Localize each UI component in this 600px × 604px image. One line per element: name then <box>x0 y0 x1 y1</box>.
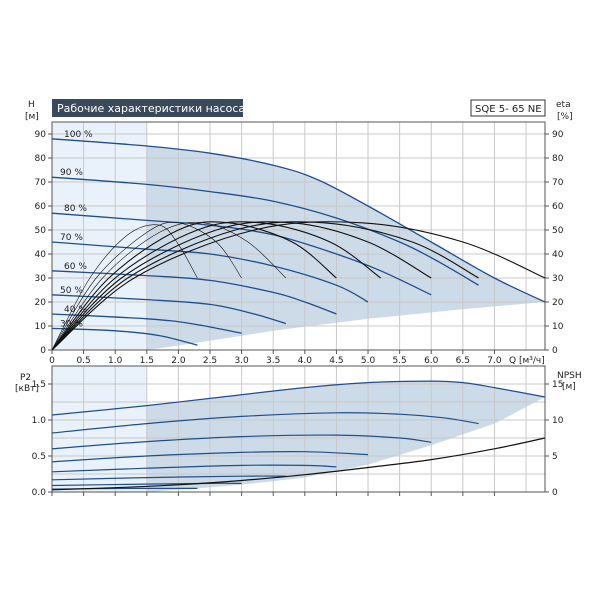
eta-curve <box>51 221 546 351</box>
head-tick-label: 0 <box>40 346 46 356</box>
head-curve-100pct <box>51 138 546 303</box>
x-tick-label: 6.5 <box>456 356 470 366</box>
x-tick-label: 4.0 <box>298 356 313 366</box>
eta-tick-label: 80 <box>552 154 564 164</box>
x-tick-label: 2.5 <box>203 356 217 366</box>
eta-tick-label: 70 <box>552 178 564 188</box>
speed-label: 100 % <box>64 130 93 140</box>
x-tick-label: 0 <box>49 356 55 366</box>
eta-curve <box>51 221 337 351</box>
chart-labels: Рабочие характеристики насоса SQE 5- 65 … <box>15 99 582 394</box>
eta-tick-label: 60 <box>552 202 564 212</box>
power-left-region <box>52 366 147 492</box>
npsh-tick-label: 15 <box>552 380 563 390</box>
head-curve-90pct <box>51 176 479 286</box>
power-tick-label: 0.5 <box>32 452 46 462</box>
head-left-region <box>52 122 147 350</box>
x-tick-label: 3.5 <box>266 356 280 366</box>
power-tick-label: 0.0 <box>32 488 47 498</box>
speed-label: 80 % <box>64 204 87 214</box>
eta-curve <box>51 224 198 351</box>
head-tick-label: 90 <box>35 130 47 140</box>
power-frame <box>51 365 546 493</box>
head-tick-label: 30 <box>35 274 47 284</box>
eta-curve <box>51 221 479 351</box>
x-tick-label: 5.0 <box>361 356 376 366</box>
flow-axis-label: Q [м³/ч] <box>509 356 545 366</box>
power-chart: 0.0 0.5 1.0 1.5 0 5 10 15 <box>32 365 564 498</box>
eta-tick-label: 0 <box>552 346 558 356</box>
x-tick-label: 4.5 <box>329 356 343 366</box>
head-tick-label: 50 <box>35 226 47 236</box>
head-curve-40pct <box>51 313 242 334</box>
speed-label: 40 % <box>64 305 87 315</box>
head-operating-region <box>146 146 546 350</box>
eta-tick-label: 20 <box>552 298 564 308</box>
power-curve <box>51 434 432 450</box>
power-tick-label: 1.0 <box>32 416 47 426</box>
npsh-axis-unit: [м] <box>562 382 576 392</box>
head-tick-label: 10 <box>35 322 47 332</box>
eta-tick-label: 50 <box>552 226 564 236</box>
eta-curve <box>51 221 382 351</box>
power-axis-unit: [кВт] <box>15 384 39 394</box>
eta-tick-label: 90 <box>552 130 564 140</box>
head-axis-unit: [м] <box>25 112 39 122</box>
x-tick-label: 1.0 <box>108 356 123 366</box>
x-tick-label: 3.0 <box>234 356 249 366</box>
eta-axis-label: eta <box>556 100 571 110</box>
power-curve <box>51 482 242 487</box>
model-label: SQE 5- 65 NE <box>475 104 542 115</box>
power-curve <box>51 464 337 473</box>
eta-curve <box>51 222 287 351</box>
eta-tick-label: 40 <box>552 250 564 260</box>
x-tick-label: 0.5 <box>76 356 90 366</box>
head-frame <box>51 121 546 351</box>
speed-label: 30 % <box>60 319 83 329</box>
head-chart: 100 % 90 % 80 % 70 % 60 % 50 % 40 % 30 % 0 0.5 1.0… <box>35 121 564 366</box>
x-tick-label: 1.5 <box>140 356 154 366</box>
power-curve <box>51 475 286 481</box>
eta-axis-unit: [%] <box>557 112 573 122</box>
x-tick-label: 7.0 <box>487 356 502 366</box>
x-tick-label: 6.0 <box>424 356 439 366</box>
npsh-tick-label: 0 <box>552 488 558 498</box>
speed-label: 60 % <box>64 262 87 272</box>
head-tick-label: 60 <box>35 202 47 212</box>
head-curve-70pct <box>51 241 369 303</box>
speed-label: 50 % <box>60 286 83 296</box>
x-tick-label: 2.0 <box>171 356 186 366</box>
speed-label: 70 % <box>60 233 83 243</box>
head-curve-80pct <box>51 212 432 296</box>
power-curve <box>51 450 369 463</box>
eta-tick-label: 10 <box>552 322 564 332</box>
power-curve <box>51 380 546 416</box>
npsh-axis-label: NPSH <box>557 371 582 381</box>
power-operating-region <box>146 381 546 492</box>
model-label-box <box>470 99 546 117</box>
head-tick-label: 20 <box>35 298 47 308</box>
chart-title: Рабочие характеристики насоса <box>57 102 245 115</box>
head-tick-label: 80 <box>35 154 47 164</box>
head-axis-label: H <box>28 100 35 110</box>
chart-title-box <box>52 99 243 117</box>
speed-label: 90 % <box>60 168 83 178</box>
npsh-tick-label: 5 <box>552 452 558 462</box>
head-tick-label: 40 <box>35 250 47 260</box>
power-axis-label: P2 <box>20 373 31 383</box>
eta-curve <box>51 221 432 351</box>
head-tick-label: 70 <box>35 178 47 188</box>
npsh-tick-label: 10 <box>552 416 564 426</box>
power-curve <box>51 412 479 434</box>
head-curve-30pct <box>51 327 198 346</box>
eta-tick-label: 30 <box>552 274 564 284</box>
npsh-curve <box>51 437 546 491</box>
x-tick-label: 5.5 <box>392 356 406 366</box>
power-tick-label: 1.5 <box>32 380 46 390</box>
eta-curve <box>51 222 242 351</box>
